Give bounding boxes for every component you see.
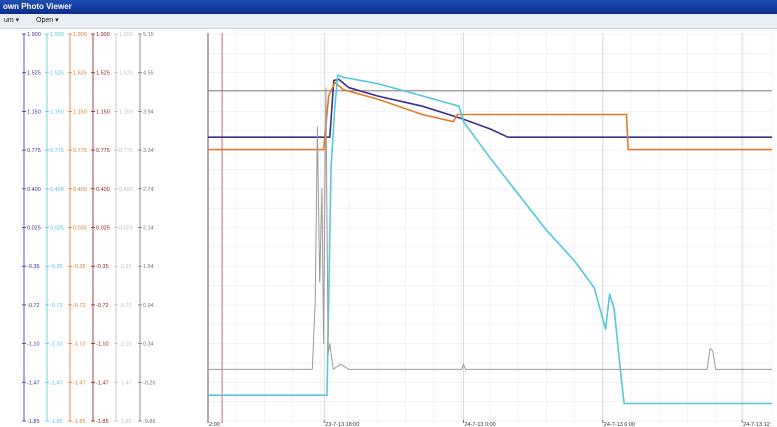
axis-6-tick-label: 4.55: [143, 71, 154, 77]
axis-3-tick-label: -0.72: [73, 303, 86, 309]
axis-3-tick-label: 1.525: [73, 71, 87, 77]
axis-6-tick-label: 2.74: [143, 187, 154, 193]
axis-3-tick-label: -0.35: [73, 264, 86, 270]
axis-4-tick-label: -1.85: [96, 419, 109, 425]
series-line-4: [208, 87, 772, 370]
axis-2-tick-label: -1.85: [50, 419, 63, 425]
axis-5-tick-label: 0.400: [119, 187, 133, 193]
axis-5-tick-label: -0.72: [119, 303, 132, 309]
axis-5-tick-label: 0.025: [119, 226, 133, 232]
axis-2-tick-label: 1.150: [50, 109, 64, 115]
axis-2-tick-label: 0.775: [50, 148, 64, 154]
axis-1-tick-label: -0.35: [27, 264, 40, 270]
axis-6-tick-label: 0.94: [143, 303, 154, 309]
axis-6-tick-label: 2.14: [143, 226, 154, 232]
axis-3-tick-label: -1.47: [73, 380, 86, 386]
axis-3-tick-label: 0.400: [73, 187, 87, 193]
axis-6-tick-label: 3.94: [143, 109, 154, 115]
axis-1-tick-label: 0.025: [27, 226, 41, 232]
axis-1-tick-label: -0.72: [27, 303, 40, 309]
axis-1-tick-label: 0.400: [27, 187, 41, 193]
axis-2-tick-label: -0.72: [50, 303, 63, 309]
axis-3-tick-label: -1.10: [73, 342, 86, 348]
axis-5-tick-label: 1.150: [119, 109, 133, 115]
axis-1-tick-label: -1.85: [27, 419, 40, 425]
x-tick-label: 2:00: [209, 422, 220, 427]
axis-4-tick-label: 0.025: [96, 226, 110, 232]
menu-item-open[interactable]: Open ▾: [36, 17, 59, 24]
axis-6-tick-label: 1.54: [143, 264, 154, 270]
axis-6-tick-label: 5.15: [143, 32, 154, 38]
axis-6-tick-label: 3.34: [143, 148, 154, 154]
axis-2-tick-label: 0.025: [50, 226, 64, 232]
axis-1-tick-label: 1.525: [27, 71, 41, 77]
series-line-3: [208, 74, 772, 405]
axis-3-tick-label: 0.025: [73, 226, 87, 232]
axis-1-tick-label: 1.900: [27, 32, 41, 38]
axis-4-tick-label: -0.72: [96, 303, 109, 309]
axis-1-tick-label: 1.150: [27, 109, 41, 115]
series-line-2: [208, 81, 772, 151]
axis-5-tick-label: 0.775: [119, 148, 133, 154]
x-tick-label: 24-7-13 6:00: [604, 422, 635, 427]
axis-1-tick-label: -1.10: [27, 342, 40, 348]
axis-6-tick-label: -0.86: [143, 419, 156, 425]
axis-2-tick-label: -1.47: [50, 380, 63, 386]
axis-2-tick-label: 1.900: [50, 32, 64, 38]
multi-axis-chart[interactable]: 1.900 1.525 1.150 0.775 0.400 0.025 -0.35 -0.72…: [0, 29, 777, 427]
axis-5-tick-label: 1.525: [119, 71, 133, 77]
axis-5-tick-label: -1.10: [119, 342, 132, 348]
axis-1-tick-label: -1.47: [27, 380, 40, 386]
axis-4-tick-label: 0.400: [96, 187, 110, 193]
axis-5-tick-label: 1.900: [119, 32, 133, 38]
title-bar: own Photo Viewer: [0, 0, 777, 14]
axis-5-tick-label: -1.47: [119, 380, 132, 386]
axis-2-tick-label: 1.525: [50, 71, 64, 77]
axis-5-tick-label: -0.35: [119, 264, 132, 270]
axis-3-tick-label: 1.900: [73, 32, 87, 38]
axis-4-tick-label: -1.10: [96, 342, 109, 348]
axis-5-tick-label: -1.85: [119, 419, 132, 425]
x-tick-label: 24-7-13 12:: [743, 422, 772, 427]
menu-item-view[interactable]: um ▾: [4, 17, 20, 24]
series-line-1: [208, 78, 772, 138]
axis-4-tick-label: 1.900: [96, 32, 110, 38]
axis-4-tick-label: -1.47: [96, 380, 109, 386]
axis-4-tick-label: 1.150: [96, 109, 110, 115]
axis-6-tick-label: 0.34: [143, 342, 154, 348]
axis-4-tick-label: -0.35: [96, 264, 109, 270]
x-tick-label: 24-7-13 0:00: [464, 422, 495, 427]
x-tick-label: 23-7-13 18:00: [325, 422, 359, 427]
menu-bar: um ▾ Open ▾: [0, 14, 777, 29]
axis-4-tick-label: 0.775: [96, 148, 110, 154]
axis-3-tick-label: -1.85: [73, 419, 86, 425]
axis-4-tick-label: 1.525: [96, 71, 110, 77]
axis-3-tick-label: 1.150: [73, 109, 87, 115]
axis-2-tick-label: 0.400: [50, 187, 64, 193]
axis-3-tick-label: 0.775: [73, 148, 87, 154]
axis-1-tick-label: 0.775: [27, 148, 41, 154]
axis-2-tick-label: -0.35: [50, 264, 63, 270]
axis-6-tick-label: -0.26: [143, 380, 156, 386]
window-title: own Photo Viewer: [3, 2, 72, 11]
axis-2-tick-label: -1.10: [50, 342, 63, 348]
